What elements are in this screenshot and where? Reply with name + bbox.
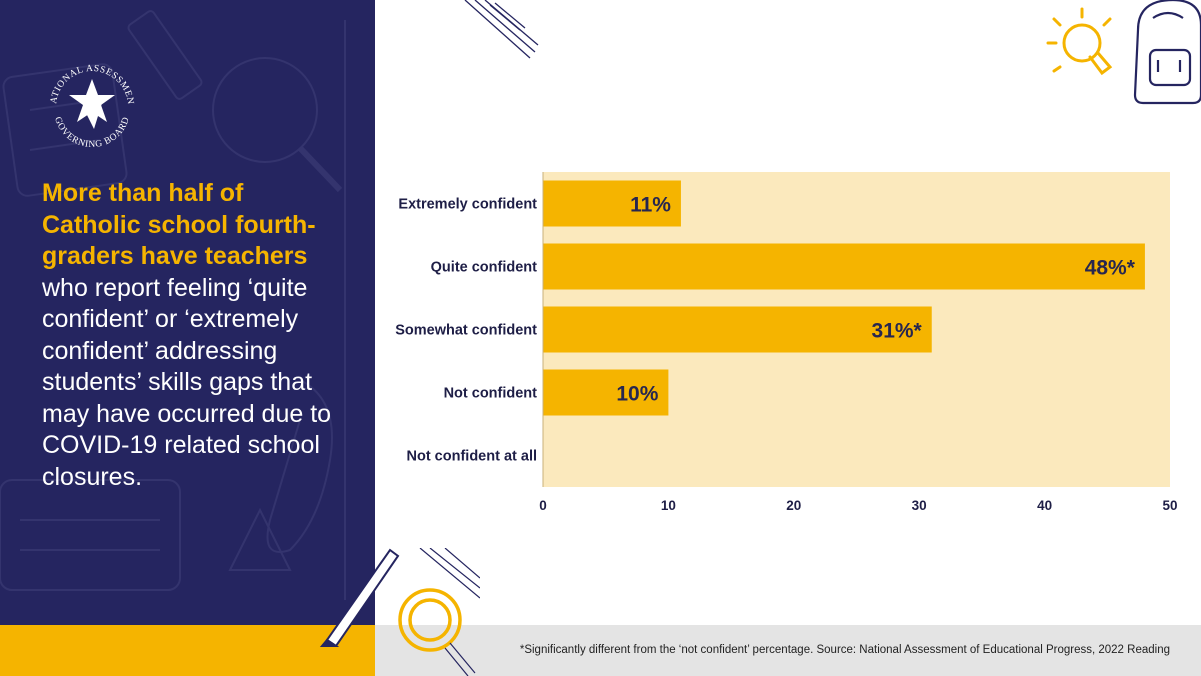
data-label: 31%* [872, 320, 923, 343]
lightbulb-icon [1046, 7, 1113, 76]
x-tick-label: 0 [539, 498, 547, 513]
bar [543, 369, 669, 416]
category-label: Not confident [444, 386, 538, 402]
x-tick-label: 20 [786, 498, 801, 513]
bar-chart: 11% 48%* 31%* 10% Extremely confident Quite … [395, 172, 1178, 513]
x-tick-label: 50 [1162, 498, 1177, 513]
left-panel: NATIONAL ASSESSMENT GOVERNING BOARD More… [0, 0, 375, 625]
x-tick-label: 10 [661, 498, 676, 513]
category-label: Extremely confident [398, 197, 537, 213]
category-label: Somewhat confident [395, 323, 537, 339]
footnote-band: *Significantly different from the ‘not c… [375, 625, 1201, 676]
bars-layer: 11% 48%* 31%* 10% [543, 180, 1145, 416]
headline-rest: who report feeling ‘quite confident’ or … [42, 273, 332, 491]
pencil-sketch-top [464, 0, 539, 59]
x-tick-label: 30 [912, 498, 927, 513]
bar [543, 180, 681, 227]
star-icon [69, 79, 115, 122]
data-label: 48%* [1085, 257, 1136, 280]
magnifier-sketch-icon [398, 548, 480, 676]
category-label: Quite confident [431, 260, 538, 276]
category-labels: Extremely confident Quite confident Somewh… [395, 197, 537, 465]
backpack-icon [1133, 0, 1201, 105]
bar [543, 306, 932, 353]
footnote: *Significantly different from the ‘not c… [519, 644, 1170, 656]
category-label: Not confident at all [407, 449, 538, 465]
gold-bottom-band [0, 625, 375, 676]
headline: More than half of Catholic school fourth… [42, 178, 342, 493]
headline-highlight: More than half of Catholic school fourth… [42, 179, 316, 270]
data-label: 11% [630, 194, 671, 217]
x-tick-label: 40 [1037, 498, 1052, 513]
nagb-logo: NATIONAL ASSESSMENT GOVERNING BOARD [44, 57, 134, 150]
pencil-icon [319, 548, 400, 647]
data-label: 10% [616, 383, 658, 406]
tick-labels: 0 10 20 30 40 50 [539, 498, 1177, 513]
bar [543, 243, 1145, 290]
school-doodles-background [0, 10, 346, 600]
